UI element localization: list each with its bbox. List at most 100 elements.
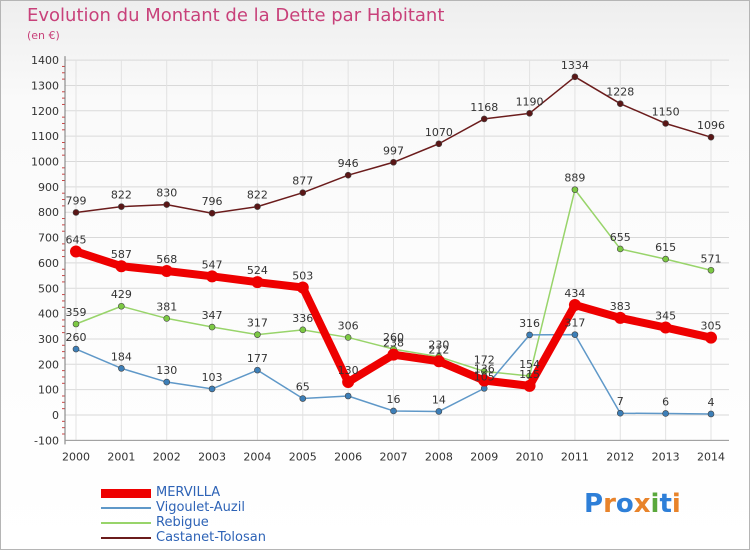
- y-tick-label: 400: [38, 308, 59, 321]
- data-label-rebigue: 429: [111, 288, 132, 301]
- data-point-vigoulet-auzil: [571, 331, 579, 338]
- data-label-mervilla: 568: [156, 253, 177, 266]
- x-tick-label: 2006: [334, 450, 362, 463]
- axes: -100 0 100 200 300 400 500 600 700 800 900 1000 1100…: [31, 54, 729, 463]
- data-label-vigoulet-auzil: 260: [66, 331, 87, 344]
- series-layer: [70, 73, 717, 418]
- data-point-castanet-tolosan: [435, 140, 443, 148]
- data-label-vigoulet-auzil: 184: [111, 350, 132, 363]
- data-label-rebigue: 230: [428, 339, 449, 352]
- data-label-mervilla: 130: [338, 364, 359, 377]
- data-point-castanet-tolosan: [526, 110, 533, 117]
- data-point-mervilla: [342, 376, 355, 389]
- data-point-castanet-tolosan: [344, 171, 352, 179]
- y-tick-label: 1000: [31, 156, 59, 169]
- data-label-vigoulet-auzil: 16: [386, 393, 400, 406]
- data-point-vigoulet-auzil: [299, 395, 307, 402]
- data-label-mervilla: 587: [111, 248, 132, 261]
- data-label-mervilla: 238: [383, 337, 404, 350]
- logo-letter: i: [671, 489, 681, 519]
- data-label-castanet-tolosan: 830: [156, 187, 177, 200]
- data-point-rebigue: [163, 315, 171, 322]
- data-labels-layer: 799 822 830 796 822 877 946 997 1070 1168 1190 1334…: [66, 59, 725, 409]
- data-label-mervilla: 212: [428, 343, 449, 356]
- data-label-castanet-tolosan: 1168: [470, 101, 498, 114]
- data-label-castanet-tolosan: 1190: [516, 95, 544, 108]
- x-tick-label: 2001: [107, 450, 135, 463]
- data-point-mervilla: [568, 298, 581, 311]
- data-label-rebigue: 655: [610, 231, 631, 244]
- x-tick-label: 2011: [561, 450, 589, 463]
- data-point-vigoulet-auzil: [707, 410, 715, 418]
- data-point-rebigue: [344, 334, 352, 341]
- data-label-mervilla: 305: [700, 320, 721, 333]
- data-point-rebigue: [72, 320, 80, 328]
- x-tick-label: 2005: [289, 450, 317, 463]
- x-tick-label: 2000: [62, 450, 90, 463]
- y-tick-label: 900: [38, 181, 59, 194]
- legend-label-rebigue: Rebigue: [156, 515, 209, 530]
- legend-swatch-castanet-tolosan: [101, 537, 151, 539]
- data-label-mervilla: 383: [610, 300, 631, 313]
- x-tick-label: 2009: [470, 450, 498, 463]
- data-label-mervilla: 345: [655, 310, 676, 323]
- y-tick-label: 300: [38, 333, 59, 346]
- data-label-rebigue: 306: [338, 319, 359, 332]
- data-label-castanet-tolosan: 822: [111, 189, 132, 202]
- data-label-vigoulet-auzil: 317: [564, 317, 585, 330]
- data-point-castanet-tolosan: [571, 73, 579, 81]
- data-point-mervilla: [206, 270, 219, 283]
- data-label-castanet-tolosan: 946: [338, 157, 359, 170]
- data-label-mervilla: 503: [292, 269, 313, 282]
- data-label-mervilla: 645: [66, 233, 87, 246]
- y-tick-label: 800: [38, 206, 59, 219]
- data-label-vigoulet-auzil: 316: [519, 317, 540, 330]
- data-point-vigoulet-auzil: [118, 365, 125, 372]
- data-point-vigoulet-auzil: [390, 407, 397, 415]
- data-label-rebigue: 381: [156, 300, 177, 313]
- x-tick-label: 2013: [652, 450, 680, 463]
- data-label-mervilla: 115: [519, 368, 540, 381]
- chart-title: Evolution du Montant de la Dette par Hab…: [27, 5, 445, 26]
- logo-letter: t: [659, 489, 672, 519]
- data-point-rebigue: [571, 186, 579, 193]
- y-tick-label: 100: [38, 384, 59, 397]
- data-label-castanet-tolosan: 796: [202, 195, 223, 208]
- data-point-rebigue: [254, 331, 261, 338]
- y-tick-label: -100: [34, 434, 59, 447]
- logo-letter: P: [584, 489, 604, 519]
- data-point-castanet-tolosan: [208, 209, 216, 217]
- data-label-vigoulet-auzil: 177: [247, 352, 268, 365]
- y-tick-label: 1300: [31, 79, 59, 92]
- data-label-vigoulet-auzil: 4: [707, 396, 714, 409]
- data-label-mervilla: 434: [564, 287, 585, 300]
- x-tick-label: 2012: [606, 450, 634, 463]
- data-point-mervilla: [70, 245, 82, 258]
- y-tick-label: 1100: [31, 130, 59, 143]
- data-point-mervilla: [614, 311, 627, 324]
- data-point-rebigue: [480, 368, 488, 375]
- logo-letter: i: [650, 489, 660, 519]
- data-label-rebigue: 317: [247, 317, 268, 330]
- data-point-castanet-tolosan: [662, 120, 669, 127]
- data-label-castanet-tolosan: 997: [383, 144, 404, 157]
- series-castanet-tolosan: [72, 73, 715, 217]
- legend-label-vigoulet-auzil: Vigoulet-Auzil: [156, 500, 245, 515]
- data-point-castanet-tolosan: [163, 201, 171, 208]
- data-label-rebigue: 336: [292, 312, 313, 325]
- data-label-castanet-tolosan: 1096: [697, 119, 725, 132]
- x-tick-label: 2007: [379, 450, 407, 463]
- data-point-rebigue: [662, 255, 669, 263]
- x-tick-label: 2014: [697, 450, 725, 463]
- data-point-vigoulet-auzil: [435, 408, 443, 415]
- data-label-castanet-tolosan: 1334: [561, 59, 589, 72]
- data-point-mervilla: [432, 355, 445, 368]
- data-point-vigoulet-auzil: [662, 410, 669, 417]
- data-point-rebigue: [118, 302, 125, 310]
- data-point-castanet-tolosan: [390, 158, 397, 166]
- data-point-mervilla: [659, 321, 672, 334]
- data-point-vigoulet-auzil: [254, 366, 261, 374]
- data-point-mervilla: [387, 348, 400, 361]
- data-point-vigoulet-auzil: [616, 409, 624, 417]
